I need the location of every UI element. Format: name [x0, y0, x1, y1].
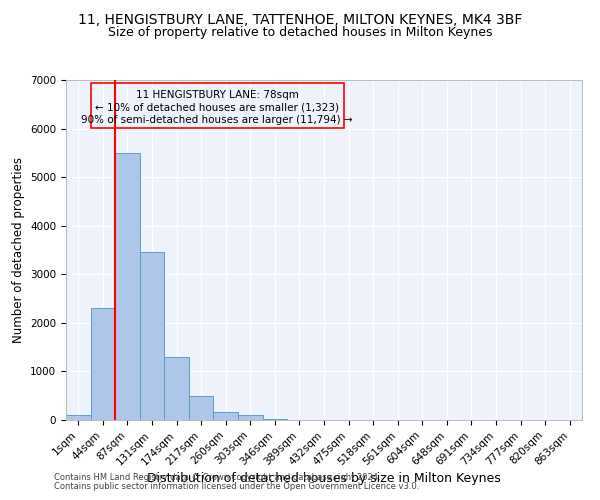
Bar: [66, 415, 91, 420]
Y-axis label: Number of detached properties: Number of detached properties: [11, 157, 25, 343]
Bar: [238, 415, 263, 420]
Text: 90% of semi-detached houses are larger (11,794) →: 90% of semi-detached houses are larger (…: [82, 114, 353, 124]
Bar: [164, 357, 189, 420]
Bar: [214, 412, 238, 420]
X-axis label: Distribution of detached houses by size in Milton Keynes: Distribution of detached houses by size …: [147, 472, 501, 485]
Bar: [91, 308, 115, 420]
Bar: [91, 83, 344, 128]
Text: Contains public sector information licensed under the Open Government Licence v3: Contains public sector information licen…: [54, 482, 419, 491]
Bar: [140, 252, 164, 420]
Text: 11, HENGISTBURY LANE, TATTENHOE, MILTON KEYNES, MK4 3BF: 11, HENGISTBURY LANE, TATTENHOE, MILTON …: [78, 12, 522, 26]
Text: Contains HM Land Registry data © Crown copyright and database right 2024.: Contains HM Land Registry data © Crown c…: [54, 474, 380, 482]
Bar: [263, 419, 287, 420]
Text: ← 10% of detached houses are smaller (1,323): ← 10% of detached houses are smaller (1,…: [95, 102, 339, 113]
Text: 11 HENGISTBURY LANE: 78sqm: 11 HENGISTBURY LANE: 78sqm: [136, 90, 299, 101]
Text: Size of property relative to detached houses in Milton Keynes: Size of property relative to detached ho…: [108, 26, 492, 39]
Bar: [115, 153, 140, 420]
Bar: [189, 396, 214, 420]
